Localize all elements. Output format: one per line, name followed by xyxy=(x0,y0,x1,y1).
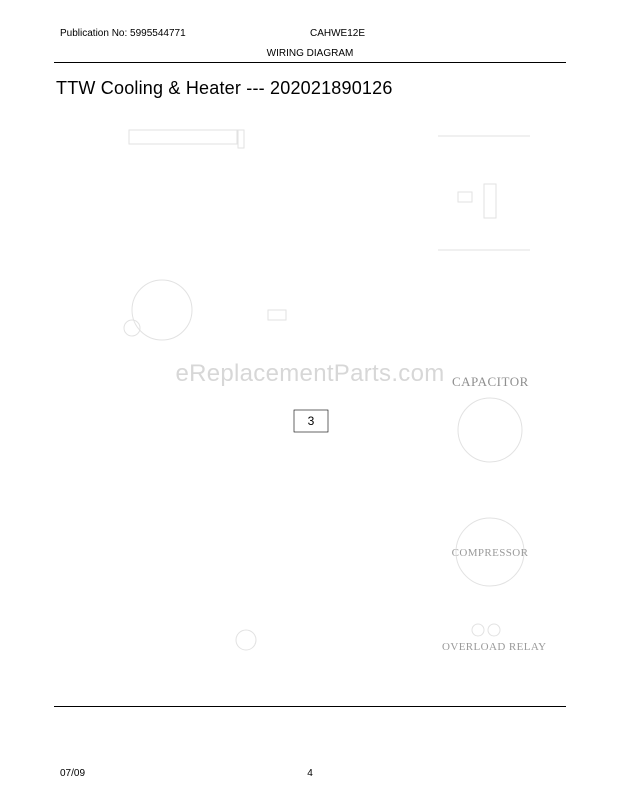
svg-text:CAPACITOR: CAPACITOR xyxy=(452,374,529,389)
footer-page: 4 xyxy=(0,768,620,779)
page-title: TTW Cooling & Heater --- 202021890126 xyxy=(56,78,393,99)
model-number: CAHWE12E xyxy=(310,28,365,39)
publication-label: Publication No: 5995544771 xyxy=(60,28,186,39)
wiring-diagram: CAPACITOR COMPRESSOR OVERLOAD RELAY 3 xyxy=(54,110,566,700)
publication-number: 5995544771 xyxy=(130,28,186,39)
svg-text:COMPRESSOR: COMPRESSOR xyxy=(452,547,529,559)
header: Publication No: 5995544771 CAHWE12E xyxy=(60,28,560,39)
svg-text:OVERLOAD RELAY: OVERLOAD RELAY xyxy=(442,641,547,653)
divider-bottom xyxy=(54,706,566,707)
divider-top xyxy=(54,62,566,63)
diagram-svg: CAPACITOR COMPRESSOR OVERLOAD RELAY 3 xyxy=(54,110,566,700)
svg-text:3: 3 xyxy=(308,414,315,428)
document-type: WIRING DIAGRAM xyxy=(0,48,620,59)
